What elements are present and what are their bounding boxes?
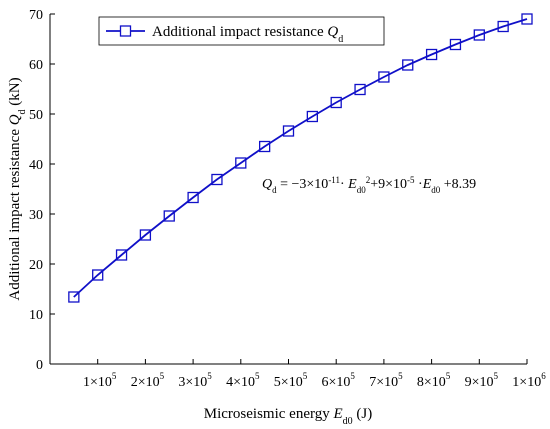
data-point: [282, 125, 295, 137]
y-tick-label: 10: [29, 308, 43, 323]
eq-t2: ·: [340, 177, 348, 192]
data-point: [306, 110, 319, 123]
legend-label: Additional impact resistance Qd: [152, 24, 343, 45]
eq-q: Q: [262, 177, 272, 192]
x-tick-exponent: 5: [207, 371, 212, 381]
series-markers: [68, 13, 533, 303]
x-tick-exponent: 5: [446, 371, 451, 381]
y-axis-label-prefix: Additional impact resistance: [7, 125, 23, 300]
x-tick-exponent: 5: [494, 371, 499, 381]
x-tick-label: 7×105: [369, 371, 403, 390]
x-tick-exponent: 5: [160, 371, 165, 381]
y-axis-label-var: Q: [7, 114, 23, 125]
x-tick-label: 8×105: [417, 371, 451, 390]
x-axis-label-suffix: (J): [353, 406, 373, 422]
data-point: [187, 191, 199, 204]
legend-marker: [119, 25, 132, 37]
x-tick-mantissa: 2×10: [131, 375, 160, 390]
data-point: [68, 291, 80, 303]
x-tick-exponent: 6: [541, 371, 546, 381]
eq-s1: d0: [357, 185, 367, 195]
x-tick-exponent: 5: [303, 371, 308, 381]
x-tick-mantissa: 7×10: [369, 375, 398, 390]
x-axis-label-prefix: Microseismic energy: [204, 406, 334, 422]
x-axis-label-var: E: [332, 406, 342, 422]
legend-label-sub: d: [338, 34, 343, 45]
data-point: [163, 210, 175, 222]
y-tick-label: 20: [29, 258, 43, 273]
axis-ticks: [50, 13, 528, 365]
x-tick-mantissa: 5×10: [274, 375, 303, 390]
x-tick-mantissa: 9×10: [465, 375, 494, 390]
data-point: [139, 229, 152, 241]
equation-annotation: Qd = −3×10-11· Ed02+9×10-5 ·Ed0 +8.39: [262, 175, 476, 195]
x-tick-exponent: 5: [398, 371, 403, 381]
data-point: [211, 173, 223, 186]
y-axis-label: Additional impact resistance Qd (kN): [7, 77, 28, 300]
x-tick-mantissa: 3×10: [178, 375, 207, 390]
eq-q-sub: d: [272, 185, 277, 195]
data-point: [258, 140, 271, 153]
data-point: [235, 157, 247, 169]
x-axis-label-sub: d0: [343, 416, 353, 427]
series-line: [73, 18, 528, 298]
eq-e2: 2: [366, 175, 371, 185]
x-tick-label: 6×105: [321, 371, 355, 390]
data-point: [330, 96, 342, 109]
legend-box: [98, 16, 385, 46]
y-axis-label-suffix: (kN): [7, 77, 23, 109]
y-tick-label: 70: [29, 8, 43, 23]
eq-e1: -11: [328, 175, 340, 185]
x-tick-exponent: 5: [350, 371, 355, 381]
eq-t4: ·: [415, 177, 423, 192]
x-axis-label: Microseismic energy Ed0 (J): [204, 406, 372, 427]
x-tick-label: 2×105: [131, 371, 165, 390]
y-tick-label: 0: [36, 358, 43, 373]
eq-t1: = −3×10: [277, 177, 329, 192]
eq-v2: E: [422, 177, 432, 192]
eq-t3: +9×10: [370, 177, 407, 192]
x-tick-label: 9×105: [465, 371, 499, 390]
x-tick-mantissa: 6×10: [321, 375, 350, 390]
data-point: [473, 29, 485, 41]
eq-t5: +8.39: [440, 177, 476, 192]
data-point: [521, 13, 533, 25]
y-tick-label: 30: [29, 208, 43, 223]
legend-label-prefix: Additional impact resistance: [152, 24, 327, 40]
data-point: [402, 59, 414, 71]
y-axis-label-sub: d: [17, 109, 28, 114]
eq-s2: d0: [431, 185, 441, 195]
eq-v1: E: [347, 177, 357, 192]
data-point: [449, 38, 462, 51]
x-tick-label: 4×105: [226, 371, 260, 390]
x-tick-mantissa: 8×10: [417, 375, 446, 390]
eq-e3: -5: [407, 175, 415, 185]
data-point: [354, 83, 366, 96]
data-point: [497, 20, 509, 33]
x-tick-exponent: 5: [255, 371, 260, 381]
x-tick-mantissa: 1×10: [83, 375, 112, 390]
data-point: [425, 48, 438, 61]
y-tick-label: 40: [29, 158, 43, 173]
x-tick-label: 5×105: [274, 371, 308, 390]
data-point: [378, 71, 390, 83]
y-tick-label: 50: [29, 108, 43, 123]
data-point: [92, 269, 104, 281]
x-tick-label: 1×106: [512, 371, 546, 390]
x-tick-mantissa: 1×10: [512, 375, 541, 390]
legend: Additional impact resistance Qd: [98, 16, 385, 46]
data-point: [115, 249, 128, 261]
x-tick-exponent: 5: [112, 371, 117, 381]
x-tick-label: 3×105: [178, 371, 212, 390]
x-tick-label: 1×105: [83, 371, 117, 390]
legend-label-var: Q: [327, 24, 338, 40]
y-tick-label: 60: [29, 58, 43, 73]
x-tick-mantissa: 4×10: [226, 375, 255, 390]
